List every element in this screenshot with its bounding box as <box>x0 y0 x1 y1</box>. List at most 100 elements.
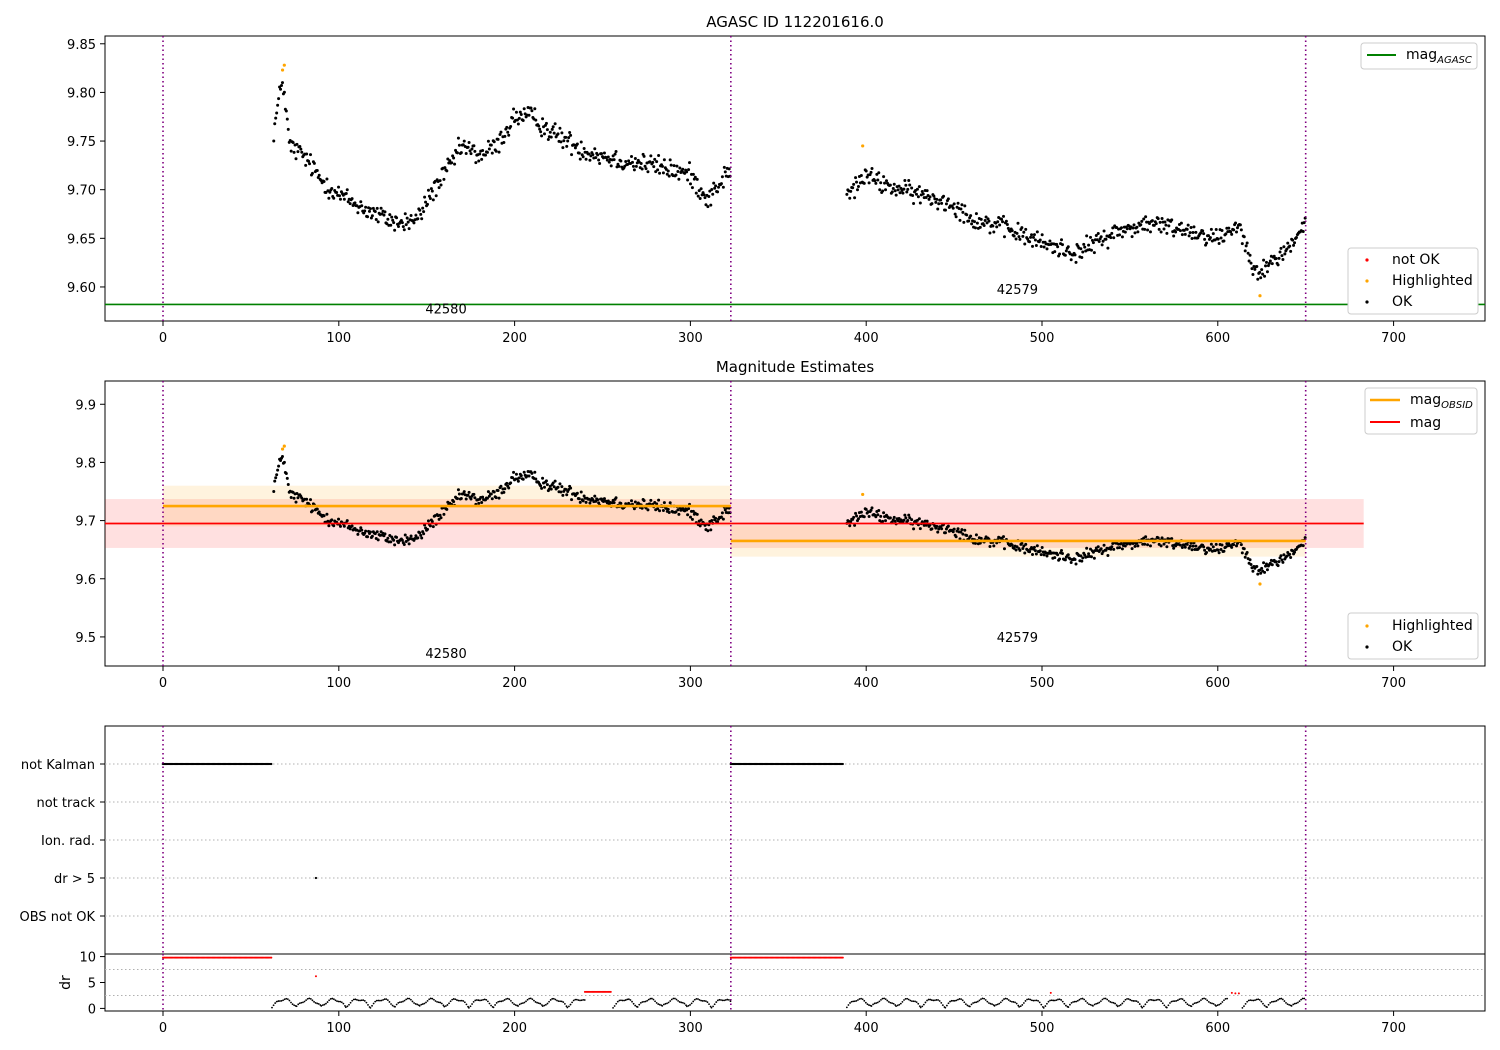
ok-point <box>600 152 604 156</box>
ok-point <box>1264 562 1268 566</box>
dr-point <box>938 1000 941 1002</box>
ok-point <box>1242 547 1246 551</box>
ok-point <box>368 530 372 534</box>
dr-point <box>440 1002 443 1005</box>
ok-point <box>541 476 545 480</box>
ok-point <box>1216 548 1220 552</box>
ok-point <box>502 140 506 144</box>
dr-point <box>1014 1001 1016 1004</box>
ok-point <box>1040 233 1044 237</box>
ok-point <box>624 160 628 164</box>
ok-point <box>350 524 354 528</box>
x-tick-label: 700 <box>1381 1021 1406 1036</box>
highlighted-point <box>861 144 865 148</box>
ok-point <box>1094 234 1098 238</box>
ok-point <box>1099 235 1103 239</box>
dr-point <box>881 997 884 1000</box>
ok-point <box>892 182 896 186</box>
ok-point <box>1040 546 1044 550</box>
y-tick-label: 9.65 <box>67 232 96 247</box>
dr-point <box>1046 1002 1048 1005</box>
dr-point <box>1218 1003 1221 1006</box>
dr-point <box>1015 1002 1018 1005</box>
dr-point <box>298 1002 301 1005</box>
dr-point <box>290 1001 292 1004</box>
ok-point <box>582 147 586 151</box>
ok-point <box>974 533 978 537</box>
ok-point <box>867 181 871 185</box>
dr-point <box>282 999 284 1002</box>
ok-point <box>564 487 568 491</box>
dr-point <box>983 997 986 1000</box>
dr-point <box>317 1003 320 1005</box>
dr-point <box>551 997 554 1000</box>
ok-point <box>1286 551 1290 555</box>
dr-point <box>1303 997 1306 1000</box>
ok-point <box>383 210 387 214</box>
dr-point <box>272 1004 275 1007</box>
ok-point <box>1167 224 1171 228</box>
ok-point <box>1018 548 1022 552</box>
ok-point <box>527 474 531 478</box>
ok-point <box>428 524 432 528</box>
dr-point <box>704 1000 707 1003</box>
ok-point <box>521 118 525 122</box>
dr-point <box>339 1000 342 1003</box>
ok-point <box>893 519 897 523</box>
ok-point <box>631 164 635 168</box>
ok-point <box>489 492 493 496</box>
ok-point <box>699 187 703 191</box>
dr-point <box>1093 1003 1096 1006</box>
y-tick-label: 9.5 <box>75 631 96 646</box>
dr-point <box>271 1006 273 1009</box>
ok-point <box>545 128 549 132</box>
dr-point <box>1260 1000 1263 1003</box>
ok-point <box>916 195 920 199</box>
dr-point <box>921 1005 924 1008</box>
ok-point <box>691 509 695 513</box>
ok-point <box>891 187 895 191</box>
dr-point <box>280 999 283 1002</box>
x-tick-label: 0 <box>159 1021 167 1036</box>
ok-point <box>538 127 542 131</box>
ok-point <box>687 168 691 172</box>
ok-point <box>1249 261 1253 265</box>
dr-point <box>664 1002 667 1005</box>
dr-point <box>677 999 679 1002</box>
flag-category-label: not track <box>36 796 95 811</box>
dr-point <box>295 1005 298 1008</box>
ok-point <box>1125 227 1129 231</box>
ok-point <box>466 493 470 497</box>
ok-point <box>655 160 659 164</box>
ok-point <box>1132 223 1136 227</box>
ok-point <box>1224 232 1228 236</box>
dr-point <box>1067 1006 1070 1008</box>
ok-point <box>434 194 438 198</box>
ok-point <box>406 220 410 224</box>
ok-point <box>897 184 901 188</box>
dr-point <box>873 1002 876 1005</box>
dr-point <box>697 998 699 1000</box>
legend-dot-highlighted-mid <box>1365 624 1369 628</box>
dr-point <box>1086 1001 1089 1004</box>
ok-point <box>666 507 670 511</box>
ok-point <box>332 524 336 528</box>
dr-point <box>1267 1003 1270 1006</box>
ok-point <box>1191 544 1195 548</box>
ok-point <box>570 498 574 502</box>
dr-point <box>1169 1002 1171 1004</box>
dr-point <box>460 999 463 1002</box>
dr-point <box>1112 1001 1115 1004</box>
ok-point <box>1219 236 1223 240</box>
ok-point <box>1091 241 1095 245</box>
ok-point <box>973 226 977 230</box>
ok-point <box>445 169 449 173</box>
ok-point <box>364 529 368 533</box>
dr-point <box>520 1002 523 1005</box>
dr-point <box>685 1005 688 1008</box>
dr-point <box>1172 1000 1175 1003</box>
dr-point <box>887 1001 890 1003</box>
ok-point <box>1156 536 1160 540</box>
ok-point <box>1230 232 1234 236</box>
ok-point <box>1064 249 1068 253</box>
